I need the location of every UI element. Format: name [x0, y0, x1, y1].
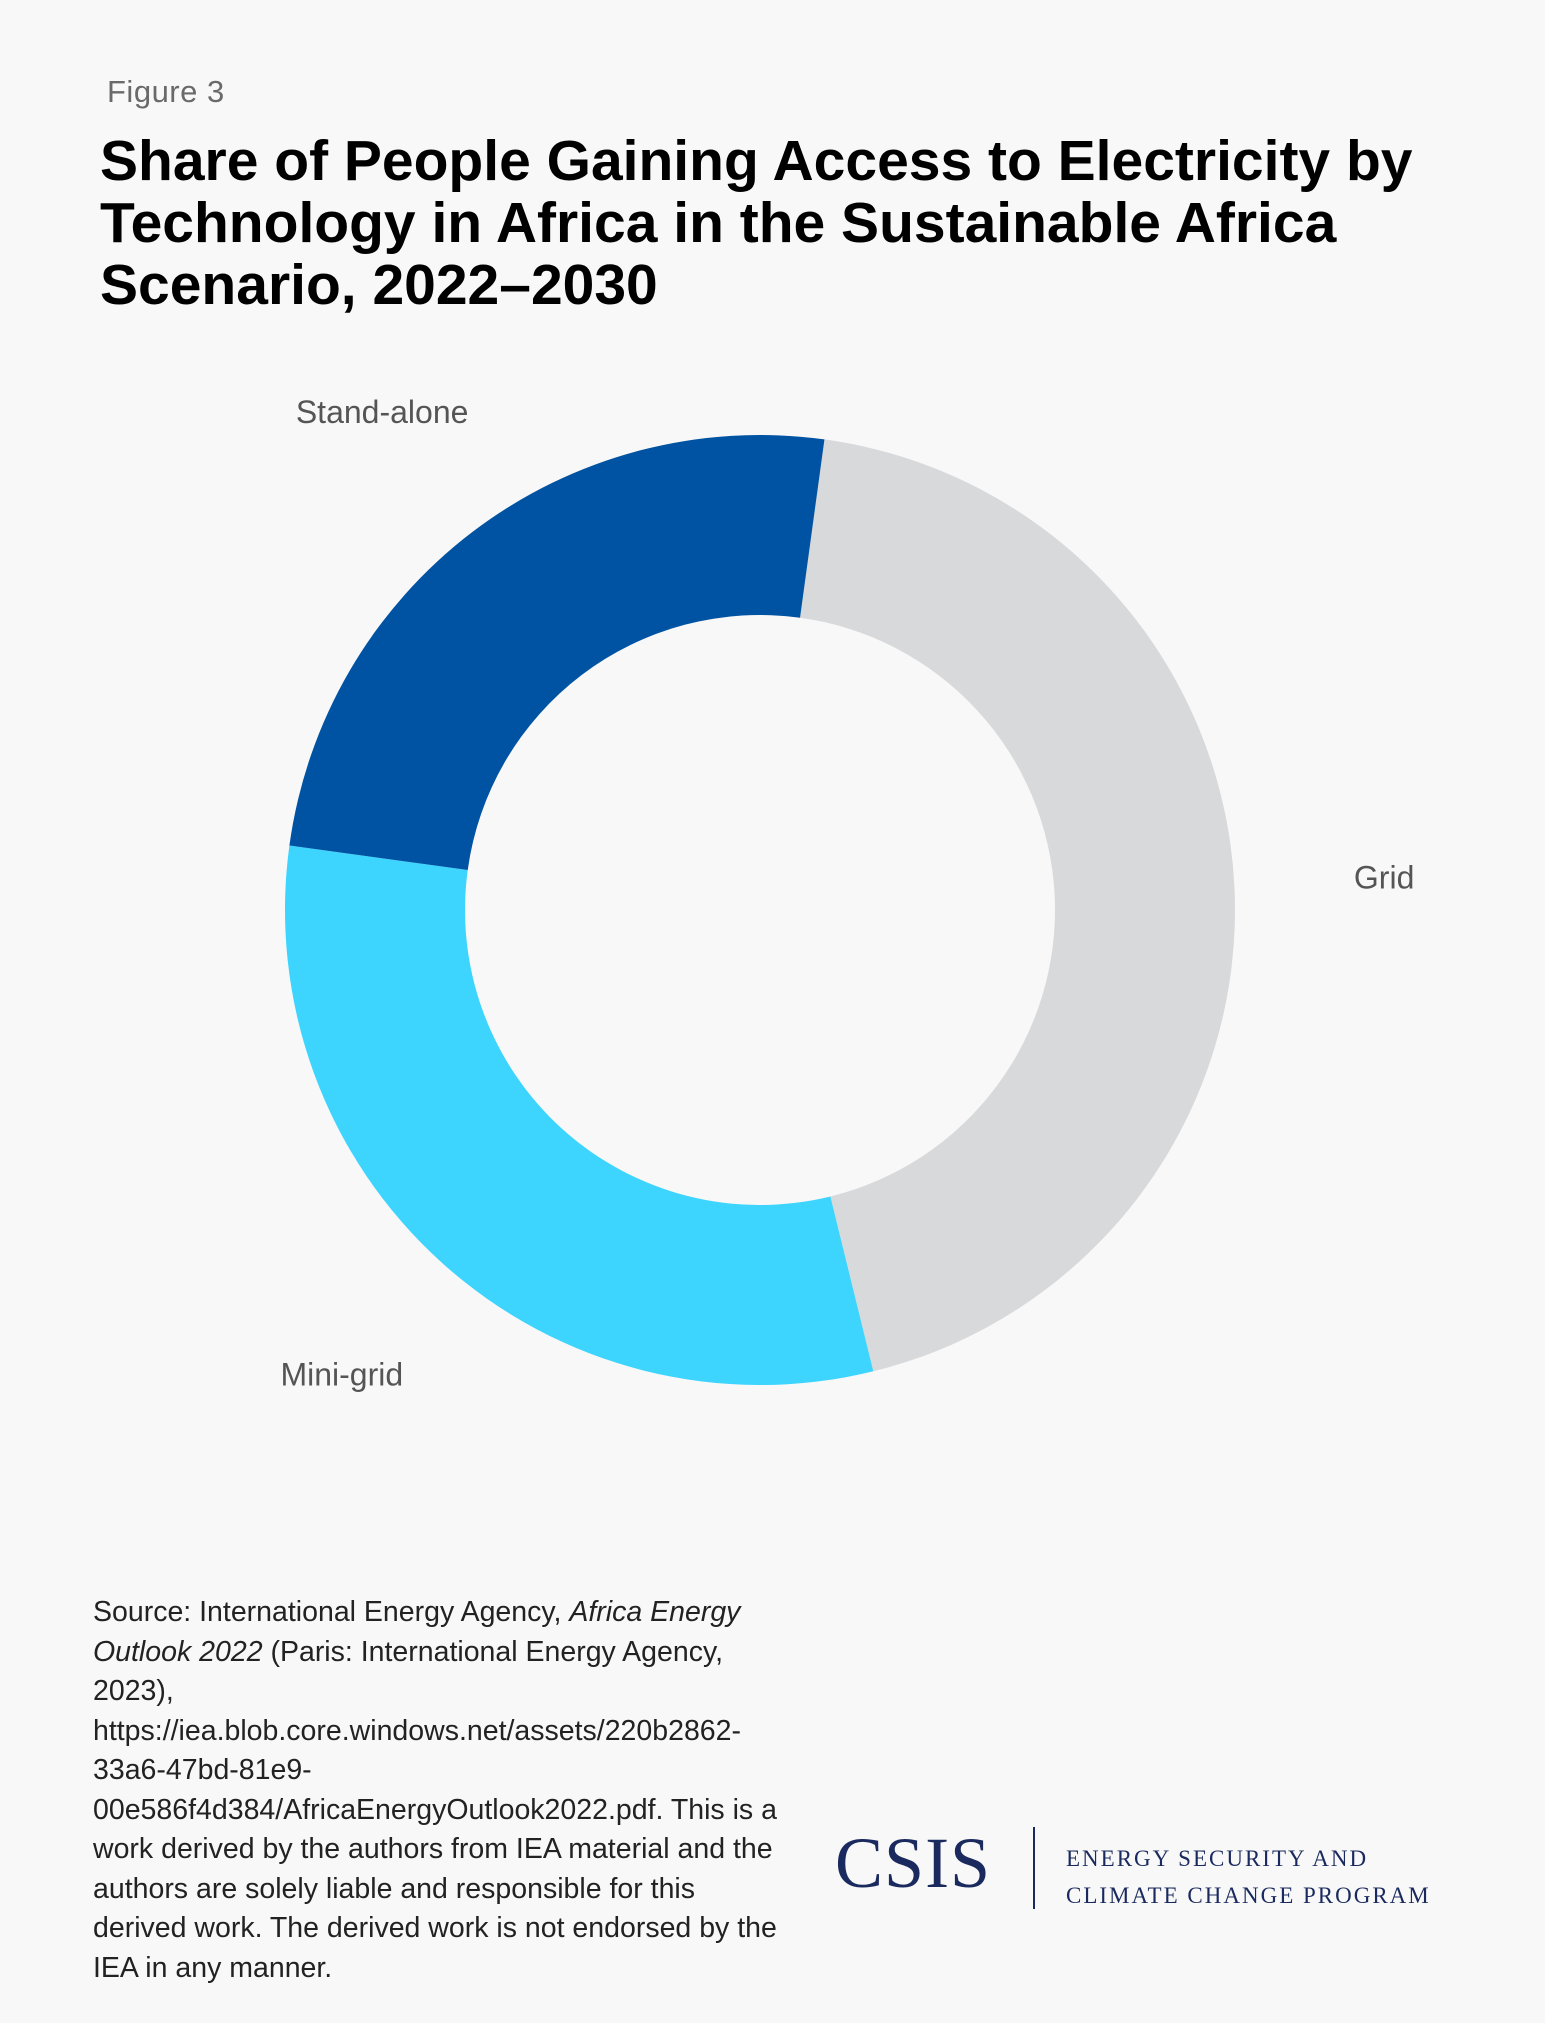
csis-logo: CSIS — [835, 1823, 992, 1903]
donut-chart: Grid Mini-grid Stand-alone — [280, 394, 1414, 1392]
logo-divider — [1033, 1827, 1035, 1909]
slice-label-grid: Grid — [1354, 859, 1414, 895]
source-note: Source: International Energy Agency, Afr… — [93, 1593, 783, 1988]
program-line-2: CLIMATE CHANGE PROGRAM — [1066, 1883, 1431, 1908]
source-publication: Africa Energy Outlook 2022 — [93, 1596, 741, 1668]
chart-title: Share of People Gaining Access to Electr… — [100, 129, 1413, 317]
program-name: ENERGY SECURITY AND CLIMATE CHANGE PROGR… — [1066, 1840, 1431, 1914]
figure-number: Figure 3 — [107, 74, 225, 109]
slice-label-stand-alone: Stand-alone — [296, 394, 469, 430]
source-prefix: Source: International Energy Agency, — [93, 1596, 570, 1628]
slice-label-mini-grid: Mini-grid — [280, 1356, 403, 1392]
source-details: (Paris: International Energy Agency, 202… — [93, 1635, 777, 1984]
slice-stand-alone — [289, 435, 825, 870]
slice-mini-grid — [285, 845, 874, 1385]
slice-grid — [800, 439, 1235, 1372]
program-line-1: ENERGY SECURITY AND — [1066, 1846, 1369, 1871]
